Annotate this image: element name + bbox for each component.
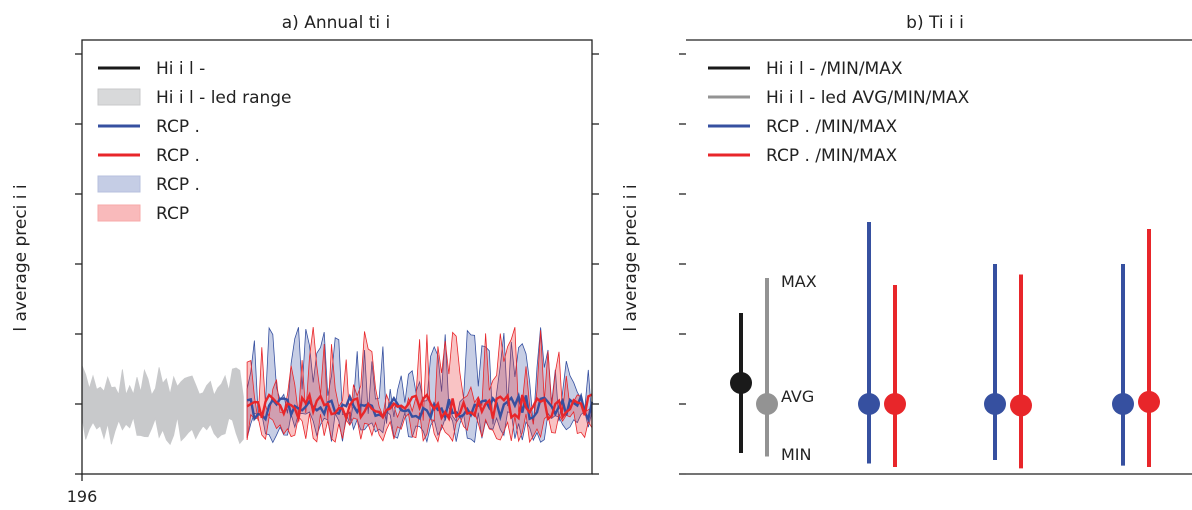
panel-a-x-tick-label: 196: [67, 487, 98, 506]
panel-b-title: b) Ti i i: [906, 13, 964, 33]
avg-marker: [984, 393, 1006, 415]
avg-marker: [1112, 393, 1134, 415]
legend-label: RCP .: [156, 146, 200, 166]
legend-patch: [97, 88, 141, 106]
panel-a-y-axis-label: l average preci i i: [11, 184, 31, 331]
legend-patch: [97, 204, 141, 222]
panel-a-frame: [81, 39, 593, 475]
legend-label: Hi i l -: [156, 59, 205, 79]
panel-a-annual-chart: a) Annual ti i l average preci i i 196 H…: [11, 13, 599, 506]
panel-a-ticks: [75, 53, 599, 481]
annotation-max: MAX: [781, 272, 817, 291]
legend-label: RCP .: [156, 175, 200, 195]
legend-label: RCP: [156, 204, 189, 224]
legend-label: Hi i l - /MIN/MAX: [766, 59, 903, 79]
avg-marker: [858, 393, 880, 415]
legend-label: Hi i l - led AVG/MIN/MAX: [766, 88, 970, 108]
legend-label: RCP .: [156, 117, 200, 137]
annotation-min: MIN: [781, 445, 812, 464]
legend-patch: [97, 175, 141, 193]
legend-label: RCP . /MIN/MAX: [766, 117, 897, 137]
legend-label: Hi i l - led range: [156, 88, 292, 108]
avg-marker: [730, 372, 752, 394]
avg-marker: [1138, 390, 1160, 413]
historical-modelled-range: [81, 365, 244, 446]
panel-a-title: a) Annual ti i: [282, 13, 390, 33]
panel-b-plot-area: [730, 222, 1160, 469]
panel-b-ticks: [679, 53, 686, 475]
legend-label: RCP . /MIN/MAX: [766, 146, 897, 166]
avg-marker: [1010, 394, 1032, 417]
panel-b-summary-chart: b) Ti i i l average preci i i MAX AVG MI…: [621, 13, 1192, 475]
annotation-avg: AVG: [781, 387, 814, 406]
avg-marker: [756, 393, 778, 415]
panel-a-legend: Hi i l - Hi i l - led range RCP . RCP . RCP …: [97, 59, 292, 224]
rcp-blue-mean-line: [246, 392, 594, 423]
panel-b-legend: Hi i l - /MIN/MAX Hi i l - led AVG/MIN/MA…: [708, 59, 970, 166]
avg-marker: [884, 393, 906, 415]
rcp-red-mean-line: [246, 391, 593, 424]
panel-a-plot-area: [81, 326, 594, 446]
panel-b-y-axis-label: l average preci i i: [621, 184, 641, 331]
